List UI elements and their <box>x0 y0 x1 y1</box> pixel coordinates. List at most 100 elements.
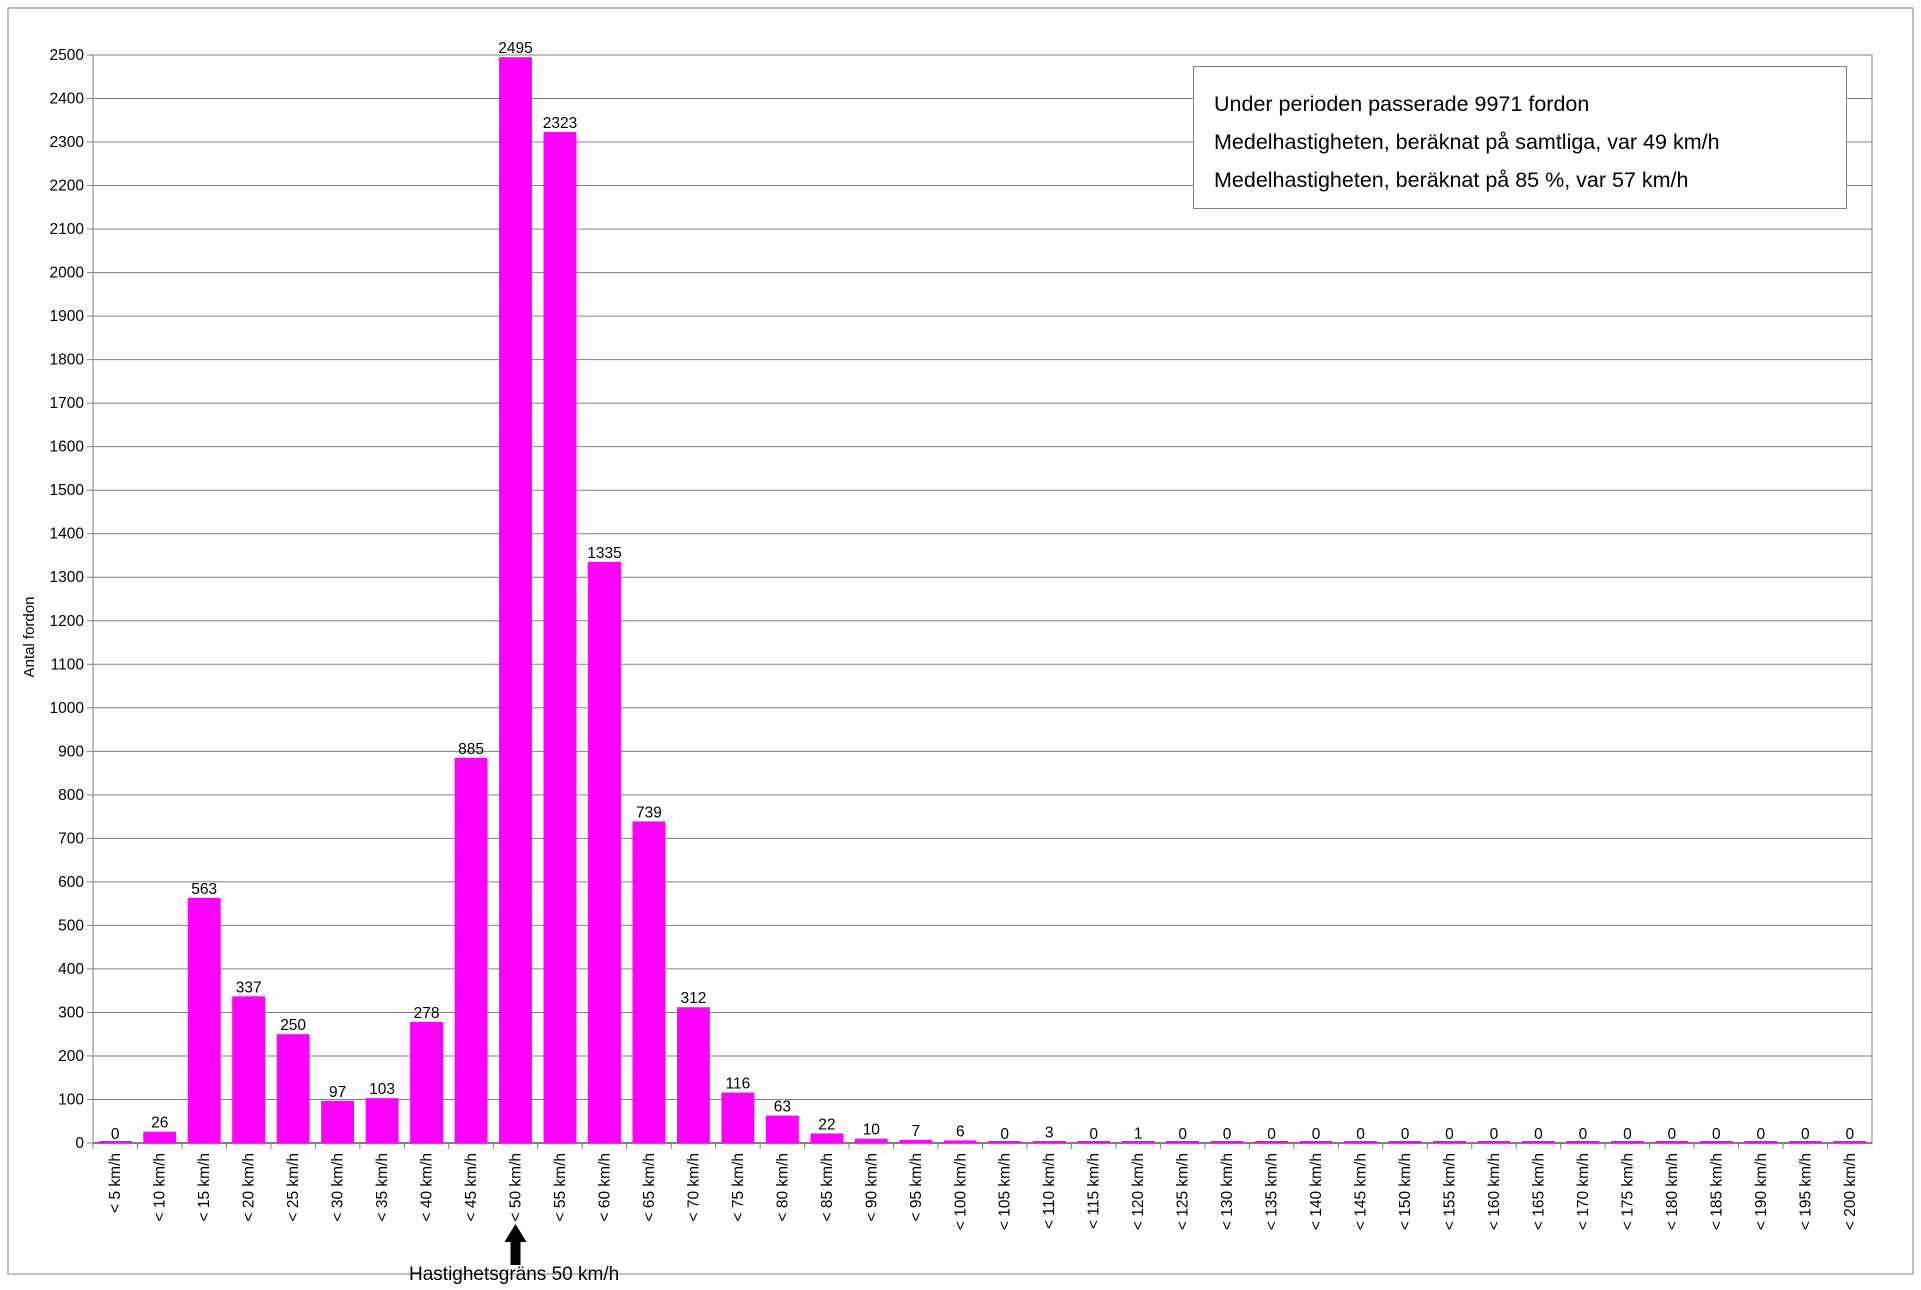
data-label: 885 <box>458 741 484 758</box>
data-label: 0 <box>1845 1126 1854 1143</box>
y-tick-label: 1000 <box>50 700 85 717</box>
bar <box>765 1115 799 1143</box>
x-tick-label: < 200 km/h <box>1842 1153 1859 1230</box>
bar <box>232 996 266 1143</box>
data-label: 0 <box>1267 1126 1276 1143</box>
bar <box>1077 1141 1111 1143</box>
y-tick-label: 0 <box>75 1135 84 1152</box>
x-tick-label: < 190 km/h <box>1753 1153 1770 1230</box>
bar <box>543 132 577 1143</box>
bar <box>276 1034 310 1143</box>
y-tick-label: 1600 <box>50 439 85 456</box>
x-tick-label: < 30 km/h <box>330 1153 347 1222</box>
y-tick-label: 500 <box>58 917 84 934</box>
info-mean-speed-85: Medelhastigheten, beräknat på 85 %, var … <box>1214 168 1689 192</box>
data-label: 0 <box>1801 1126 1810 1143</box>
y-tick-label: 1800 <box>50 352 85 369</box>
bar <box>1433 1141 1466 1143</box>
info-mean-speed-all: Medelhastigheten, beräknat på samtliga, … <box>1214 130 1720 154</box>
x-tick-label: < 165 km/h <box>1530 1153 1547 1230</box>
bar <box>1833 1141 1867 1143</box>
y-tick-label: 2000 <box>50 265 85 282</box>
data-label: 63 <box>774 1099 791 1116</box>
data-label: 2495 <box>498 40 532 57</box>
data-label: 3 <box>1045 1125 1054 1142</box>
data-label: 739 <box>636 804 662 821</box>
bar <box>632 821 666 1143</box>
data-label: 0 <box>111 1126 120 1143</box>
x-tick-label: < 185 km/h <box>1708 1153 1725 1230</box>
bar <box>143 1131 177 1143</box>
x-tick-label: < 135 km/h <box>1264 1153 1281 1230</box>
y-tick-label: 300 <box>58 1004 84 1021</box>
x-tick-label: < 45 km/h <box>463 1153 480 1222</box>
data-label: 0 <box>1712 1126 1721 1143</box>
bar <box>1255 1141 1289 1143</box>
data-label: 250 <box>280 1017 306 1034</box>
x-tick-label: < 40 km/h <box>419 1153 436 1222</box>
y-tick-label: 200 <box>58 1048 84 1065</box>
y-tick-label: 2100 <box>50 221 85 238</box>
x-tick-label: < 90 km/h <box>863 1153 880 1222</box>
x-tick-label: < 150 km/h <box>1397 1153 1414 1230</box>
bar <box>1299 1141 1333 1143</box>
x-tick-label: < 120 km/h <box>1130 1153 1147 1230</box>
x-tick-label: < 100 km/h <box>952 1153 969 1230</box>
x-axis-ticks: < 5 km/h < 10 km/h < 15 km/h < 20 km/h < 25 … <box>92 1143 1859 1230</box>
x-tick-label: < 155 km/h <box>1441 1153 1458 1230</box>
x-tick-label: < 25 km/h <box>285 1153 302 1222</box>
x-tick-label: < 10 km/h <box>152 1153 169 1222</box>
y-tick-label: 700 <box>58 830 84 847</box>
y-tick-label: 2400 <box>50 91 85 108</box>
bar <box>410 1022 444 1143</box>
bar <box>365 1098 399 1143</box>
statistics-box: Under perioden passerade 9971 fordon Med… <box>1193 66 1847 209</box>
x-tick-label: < 170 km/h <box>1575 1153 1592 1230</box>
y-axis-label: Antal fordon <box>21 597 38 678</box>
data-label: 337 <box>236 979 262 996</box>
data-label: 97 <box>329 1084 346 1101</box>
y-tick-label: 1100 <box>51 656 85 673</box>
bar <box>321 1100 355 1143</box>
data-label: 0 <box>1312 1126 1321 1143</box>
x-tick-label: < 70 km/h <box>685 1153 702 1222</box>
bar <box>1699 1141 1733 1143</box>
bar <box>721 1092 755 1143</box>
y-tick-label: 600 <box>58 874 84 891</box>
bar <box>676 1007 710 1143</box>
data-label: 312 <box>680 990 706 1007</box>
bar <box>854 1138 888 1143</box>
bar <box>943 1140 977 1143</box>
x-tick-label: < 115 km/h <box>1086 1153 1103 1229</box>
x-tick-label: < 175 km/h <box>1619 1153 1636 1230</box>
data-label: 1335 <box>587 545 621 562</box>
x-tick-label: < 35 km/h <box>374 1153 391 1222</box>
bar <box>810 1133 844 1143</box>
bar <box>1388 1141 1422 1143</box>
plot-area <box>92 54 1873 1144</box>
data-label: 26 <box>151 1115 168 1132</box>
y-tick-label: 800 <box>58 787 84 804</box>
x-tick-label: < 125 km/h <box>1175 1153 1192 1230</box>
data-label: 0 <box>1089 1126 1098 1143</box>
y-tick-label: 1200 <box>50 613 85 630</box>
data-label: 278 <box>414 1005 440 1022</box>
bar <box>1788 1141 1822 1143</box>
data-label: 116 <box>726 1076 751 1093</box>
data-label: 10 <box>863 1122 881 1139</box>
bar <box>1210 1141 1244 1143</box>
bar <box>1166 1141 1200 1143</box>
chart-frame <box>7 7 1914 1275</box>
y-tick-label: 400 <box>58 961 84 978</box>
y-tick-label: 1400 <box>50 526 85 543</box>
bar <box>988 1141 1022 1143</box>
bar <box>1744 1141 1778 1143</box>
data-label: 0 <box>1178 1126 1187 1143</box>
data-label: 0 <box>1445 1126 1454 1143</box>
x-tick-label: < 195 km/h <box>1797 1153 1814 1230</box>
bar <box>1032 1141 1066 1143</box>
data-label: 0 <box>1534 1126 1543 1143</box>
y-tick-label: 1900 <box>50 308 85 325</box>
